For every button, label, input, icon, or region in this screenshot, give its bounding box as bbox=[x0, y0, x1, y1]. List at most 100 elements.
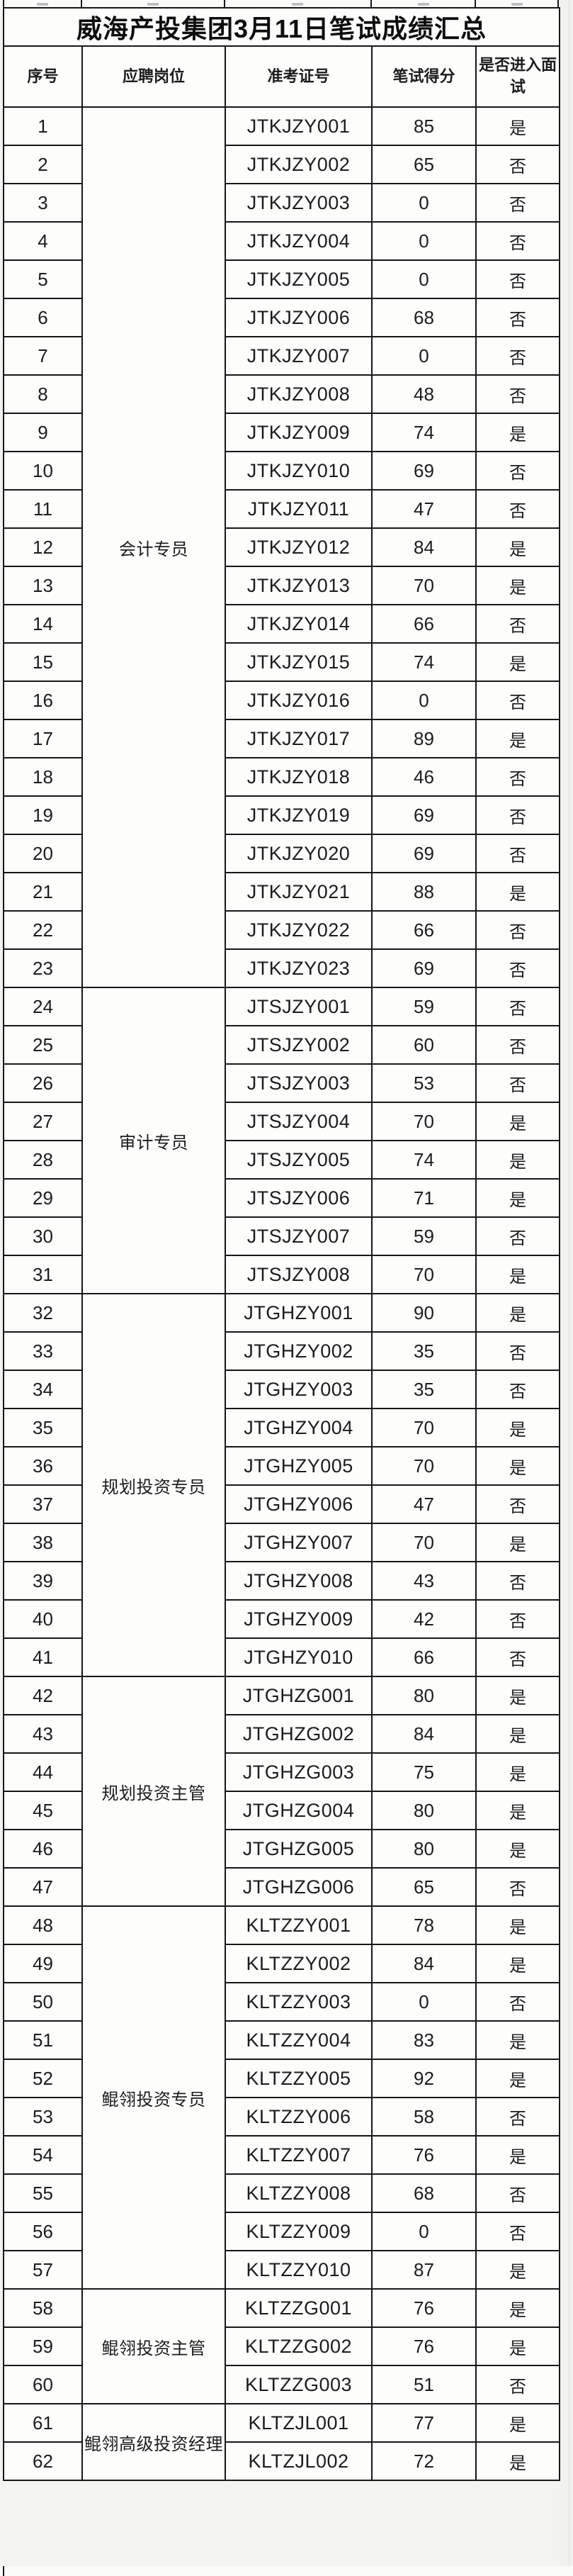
table-row: 30 JTSJZY007 59 否 bbox=[3, 1216, 560, 1256]
seq-cell: 14 bbox=[3, 604, 83, 644]
score-cell: 66 bbox=[371, 1637, 477, 1677]
seq-cell: 48 bbox=[3, 1905, 83, 1945]
score-cell: 0 bbox=[371, 681, 477, 720]
score-cell: 0 bbox=[371, 2212, 477, 2251]
ticket-cell: JTKJZY021 bbox=[225, 872, 373, 912]
interview-cell: 否 bbox=[475, 1025, 560, 1065]
seq-cell: 2 bbox=[3, 145, 83, 184]
interview-cell: 是 bbox=[475, 1178, 560, 1218]
seq-cell: 40 bbox=[3, 1599, 83, 1639]
seq-cell: 21 bbox=[3, 872, 83, 912]
seq-cell: 52 bbox=[3, 2059, 83, 2098]
ticket-cell: JTKJZY022 bbox=[225, 910, 373, 950]
interview-cell: 是 bbox=[475, 642, 560, 682]
score-cell: 74 bbox=[371, 1140, 477, 1180]
table-row: 23 JTKJZY023 69 否 bbox=[3, 948, 560, 988]
table-row: 6 JTKJZY006 68 否 bbox=[3, 298, 560, 337]
interview-cell: 是 bbox=[475, 1905, 560, 1945]
table-row: 17 JTKJZY017 89 是 bbox=[3, 719, 560, 758]
ticket-cell: JTGHZG002 bbox=[225, 1714, 373, 1754]
interview-cell: 否 bbox=[475, 795, 560, 835]
table-row: 28 JTSJZY005 74 是 bbox=[3, 1140, 560, 1180]
ticket-cell: KLTZZY005 bbox=[225, 2059, 373, 2098]
bottom-cropped-row bbox=[0, 2566, 573, 2576]
interview-cell: 是 bbox=[475, 1102, 560, 1141]
ticket-cell: JTKJZY008 bbox=[225, 374, 373, 414]
score-cell: 53 bbox=[371, 1063, 477, 1103]
ticket-cell: JTKJZY006 bbox=[225, 298, 373, 337]
ticket-cell: KLTZJL001 bbox=[225, 2403, 373, 2443]
table-row: 38 JTGHZY007 70 是 bbox=[3, 1523, 560, 1562]
ticket-cell: JTKJZY005 bbox=[225, 259, 373, 299]
interview-cell: 否 bbox=[475, 1484, 560, 1524]
seq-cell: 41 bbox=[3, 1637, 83, 1677]
interview-cell: 否 bbox=[475, 1216, 560, 1256]
ticket-cell: KLTZZY003 bbox=[225, 1982, 373, 2022]
seq-cell: 15 bbox=[3, 642, 83, 682]
interview-cell: 是 bbox=[475, 1140, 560, 1180]
position-cell: 鲲翎投资专员 bbox=[81, 1905, 226, 2290]
table-row: 48 鲲翎投资专员 KLTZZY001 78 是 bbox=[3, 1905, 560, 2290]
table-row: 18 JTKJZY018 46 否 bbox=[3, 757, 560, 797]
interview-cell: 是 bbox=[475, 1446, 560, 1486]
seq-cell: 61 bbox=[3, 2403, 83, 2443]
ticket-cell: JTKJZY003 bbox=[225, 183, 373, 223]
seq-cell: 62 bbox=[3, 2441, 83, 2481]
interview-cell: 是 bbox=[475, 1293, 560, 1333]
seq-cell: 17 bbox=[3, 719, 83, 758]
seq-cell: 30 bbox=[3, 1216, 83, 1256]
interview-cell: 否 bbox=[475, 681, 560, 720]
table-row: 62 KLTZJL002 72 是 bbox=[3, 2441, 560, 2481]
interview-cell: 否 bbox=[475, 145, 560, 184]
seq-cell: 8 bbox=[3, 374, 83, 414]
ticket-cell: KLTZZG003 bbox=[225, 2365, 373, 2404]
ticket-cell: KLTZZY009 bbox=[225, 2212, 373, 2251]
ticket-cell: JTKJZY019 bbox=[225, 795, 373, 835]
score-cell: 42 bbox=[371, 1599, 477, 1639]
gridline bbox=[557, 0, 559, 7]
interview-cell: 是 bbox=[475, 566, 560, 605]
interview-cell: 否 bbox=[475, 2365, 560, 2404]
column-header-interview: 是否进入面试 bbox=[475, 45, 560, 108]
table-row: 57 KLTZZY010 87 是 bbox=[3, 2250, 560, 2290]
seq-cell: 6 bbox=[3, 298, 83, 337]
table-row: 60 KLTZZG003 51 否 bbox=[3, 2365, 560, 2404]
seq-cell: 13 bbox=[3, 566, 83, 605]
score-cell: 48 bbox=[371, 374, 477, 414]
table-row: 1 会计专员 JTKJZY001 85 是 bbox=[3, 106, 560, 988]
ticket-cell: KLTZZG002 bbox=[225, 2326, 373, 2366]
table-row: 29 JTSJZY006 71 是 bbox=[3, 1178, 560, 1218]
score-table: 威海产投集团3月11日笔试成绩汇总 序号 应聘岗位 准考证号 笔试得分 是否进入… bbox=[3, 7, 560, 2481]
score-cell: 78 bbox=[371, 1905, 477, 1945]
position-cell: 鲲翎高级投资经理 bbox=[81, 2403, 226, 2481]
score-cell: 70 bbox=[371, 1255, 477, 1294]
table-row: 21 JTKJZY021 88 是 bbox=[3, 872, 560, 912]
score-cell: 59 bbox=[371, 1216, 477, 1256]
table-row: 61 鲲翎高级投资经理 KLTZJL001 77 是 bbox=[3, 2403, 560, 2481]
interview-cell: 否 bbox=[475, 1063, 560, 1103]
ticket-cell: JTKJZY018 bbox=[225, 757, 373, 797]
ticket-cell: KLTZZY001 bbox=[225, 1905, 373, 1945]
score-cell: 71 bbox=[371, 1178, 477, 1218]
gridline bbox=[81, 0, 82, 7]
table-row: 27 JTSJZY004 70 是 bbox=[3, 1102, 560, 1141]
interview-cell: 否 bbox=[475, 259, 560, 299]
score-cell: 84 bbox=[371, 527, 477, 567]
interview-cell: 否 bbox=[475, 1982, 560, 2022]
gridline bbox=[370, 0, 372, 7]
gridline bbox=[475, 0, 476, 7]
interview-cell: 否 bbox=[475, 221, 560, 261]
interview-cell: 是 bbox=[475, 1523, 560, 1562]
ticket-cell: JTGHZY005 bbox=[225, 1446, 373, 1486]
seq-cell: 38 bbox=[3, 1523, 83, 1562]
ticket-cell: JTKJZY011 bbox=[225, 489, 373, 529]
score-cell: 87 bbox=[371, 2250, 477, 2290]
score-cell: 66 bbox=[371, 910, 477, 950]
interview-cell: 是 bbox=[475, 872, 560, 912]
table-row: 49 KLTZZY002 84 是 bbox=[3, 1944, 560, 1983]
ticket-cell: JTKJZY001 bbox=[225, 106, 373, 146]
ticket-cell: JTSJZY005 bbox=[225, 1140, 373, 1180]
interview-cell: 否 bbox=[475, 2173, 560, 2213]
table-row: 4 JTKJZY004 0 否 bbox=[3, 221, 560, 261]
seq-cell: 24 bbox=[3, 987, 83, 1026]
